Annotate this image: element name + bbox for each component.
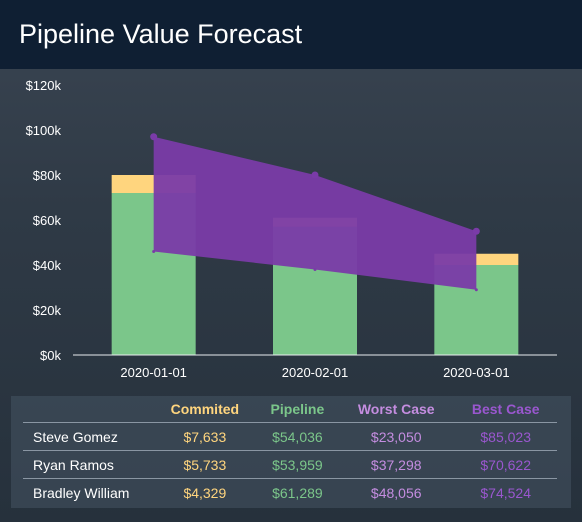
y-tick-label: $60k xyxy=(33,213,62,228)
cell-pipeline: $54,036 xyxy=(256,422,339,451)
table-row: Ryan Ramos $5,733 $53,959 $37,298 $70,62… xyxy=(23,450,557,479)
cell-pipeline: $61,289 xyxy=(256,478,339,506)
range-high-point xyxy=(311,171,319,179)
pipeline-chart: $0k $20k $40k $60k $80k $100k $120k 2020-01-01 2… xyxy=(26,78,557,380)
range-low-point xyxy=(313,268,317,271)
column-header-best-case: Best Case xyxy=(471,401,540,417)
range-low-point xyxy=(152,250,156,253)
y-tick-label: $0k xyxy=(40,348,61,363)
cell-commited: $4,329 xyxy=(153,478,257,506)
cell-name: Steve Gomez xyxy=(23,422,153,451)
table-row: Steve Gomez $7,633 $54,036 $23,050 $85,0… xyxy=(23,422,557,451)
cell-commited: $7,633 xyxy=(153,422,257,451)
x-tick-label: 2020-03-01 xyxy=(443,365,510,380)
cell-best-case: $70,622 xyxy=(454,450,557,479)
cell-worst-case: $37,298 xyxy=(338,450,455,479)
cell-commited: $5,733 xyxy=(153,450,257,479)
range-high-point xyxy=(150,133,158,141)
table-header-row: Commited Pipeline Worst Case Best Case xyxy=(23,396,557,423)
cell-name: Ryan Ramos xyxy=(23,450,153,479)
range-band xyxy=(153,136,477,290)
cell-worst-case: $23,050 xyxy=(338,422,455,451)
y-tick-label: $120k xyxy=(26,78,62,93)
column-header-pipeline: Pipeline xyxy=(270,401,325,417)
summary-table-container: Commited Pipeline Worst Case Best Case S… xyxy=(11,396,571,508)
header: Pipeline Value Forecast xyxy=(0,0,582,69)
y-tick-label: $40k xyxy=(33,258,62,273)
cell-pipeline: $53,959 xyxy=(256,450,339,479)
y-tick-label: $20k xyxy=(33,303,62,318)
column-header-name xyxy=(23,396,153,423)
range-low-point xyxy=(474,288,478,292)
cell-best-case: $74,524 xyxy=(454,478,557,506)
table-row: Bradley William $4,329 $61,289 $48,056 $… xyxy=(23,478,557,506)
cell-best-case: $85,023 xyxy=(454,422,557,451)
x-tick-label: 2020-02-01 xyxy=(282,365,349,380)
y-tick-label: $100k xyxy=(26,123,62,138)
page-title: Pipeline Value Forecast xyxy=(19,19,303,49)
x-tick-label: 2020-01-01 xyxy=(120,365,187,380)
column-header-commited: Commited xyxy=(170,401,240,417)
bar-commited xyxy=(434,253,519,265)
y-tick-label: $80k xyxy=(33,168,62,183)
cell-name: Bradley William xyxy=(23,478,153,506)
summary-table: Commited Pipeline Worst Case Best Case S… xyxy=(23,396,557,506)
cell-worst-case: $48,056 xyxy=(338,478,455,506)
range-high-point xyxy=(472,227,480,235)
column-header-worst-case: Worst Case xyxy=(357,401,435,417)
